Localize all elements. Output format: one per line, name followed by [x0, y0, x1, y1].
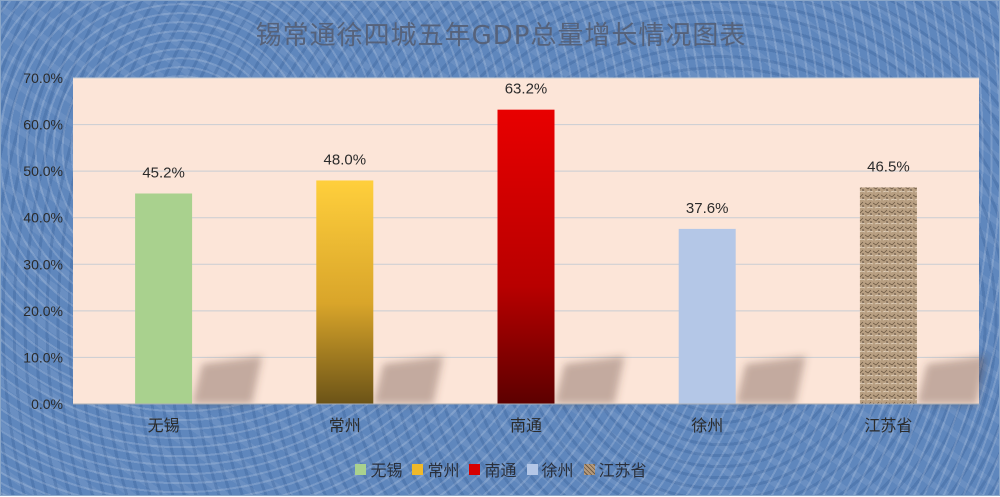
- x-tick-label: 常州: [329, 416, 361, 435]
- bar-0: [135, 193, 193, 404]
- data-label: 37.6%: [686, 200, 729, 217]
- bar-2: [497, 109, 555, 404]
- legend-swatch: [355, 463, 367, 475]
- legend-item: 徐州: [526, 457, 574, 481]
- legend-item: 无锡: [355, 457, 402, 481]
- legend-label: 常州: [427, 461, 460, 480]
- legend-swatch: [583, 463, 595, 475]
- data-label: 46.5%: [867, 158, 910, 175]
- data-label: 45.2%: [142, 164, 185, 181]
- y-tick-label: 70.0%: [23, 70, 63, 86]
- legend-item: 江苏省: [583, 457, 647, 481]
- legend-label: 无锡: [370, 461, 403, 480]
- y-tick-label: 40.0%: [23, 210, 63, 226]
- y-tick-label: 0.0%: [31, 396, 63, 412]
- bar-shadow: [916, 356, 987, 404]
- bar-shadow: [735, 356, 806, 404]
- legend-item: 常州: [412, 457, 459, 481]
- legend-label: 江苏省: [598, 461, 647, 480]
- chart-title: 锡常通徐四城五年GDP总量增长情况图表: [255, 21, 747, 51]
- legend-swatch: [412, 463, 424, 475]
- data-label: 48.0%: [324, 151, 367, 168]
- bar-shadow: [373, 356, 444, 404]
- x-tick-label: 南通: [510, 416, 542, 435]
- y-tick-label: 10.0%: [23, 349, 63, 365]
- bar-shadow: [554, 356, 625, 404]
- legend-label: 徐州: [541, 461, 574, 480]
- data-label: 63.2%: [505, 81, 548, 98]
- x-tick-label: 徐州: [691, 416, 723, 435]
- y-tick-label: 30.0%: [23, 256, 63, 272]
- legend-swatch: [526, 463, 538, 475]
- x-tick-label: 无锡: [148, 416, 180, 435]
- y-tick-label: 60.0%: [23, 117, 63, 133]
- bar-1: [316, 180, 374, 404]
- chart-legend: 无锡 常州 南通 徐州 江苏省: [1, 457, 1000, 481]
- legend-item: 南通: [469, 457, 517, 481]
- bar-shadow: [192, 356, 263, 404]
- legend-label: 南通: [484, 461, 517, 480]
- bar-4: [859, 187, 917, 404]
- bar-3: [678, 228, 736, 404]
- x-tick-label: 江苏省: [864, 416, 912, 435]
- y-tick-label: 20.0%: [23, 303, 63, 319]
- legend-swatch: [469, 463, 481, 475]
- y-tick-label: 50.0%: [23, 163, 63, 179]
